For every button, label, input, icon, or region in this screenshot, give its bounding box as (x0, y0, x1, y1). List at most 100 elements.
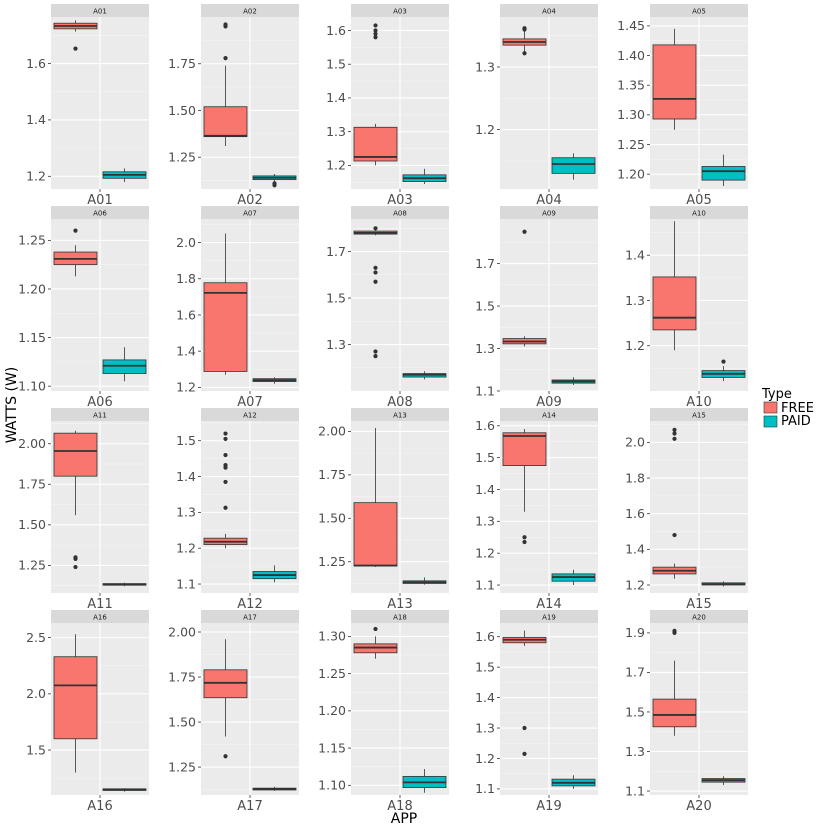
y-tick-label: 1.3 (625, 293, 645, 308)
y-tick-label: 1.75 (168, 669, 196, 684)
facet-strip-label-A16: A16 (93, 614, 107, 622)
box-free-A11 (53, 430, 98, 570)
facet-strip-A15 (650, 408, 748, 421)
panel-A16: A16 1.5 2.0 2.5 A16 (26, 610, 149, 814)
panel-A11: A11 1.25 1.50 1.75 2.00 A11 (18, 408, 149, 612)
box-paid-A08 (402, 371, 447, 380)
facet-strip-A08 (351, 206, 449, 219)
y-tick-label: 1.2 (625, 577, 645, 592)
y-tick-label: 1.5 (475, 450, 495, 465)
y-tick-label: 1.3 (475, 341, 495, 356)
outlier-point (672, 436, 677, 441)
outlier-point (373, 31, 378, 36)
y-tick-label: 1.30 (318, 629, 346, 644)
x-axis-title: APP (391, 811, 417, 827)
y-tick-label: 1.4 (176, 343, 196, 358)
x-tick-label-A08: A08 (387, 395, 412, 410)
y-tick-label: 2.00 (318, 424, 346, 439)
y-tick-label: 2.5 (26, 630, 46, 645)
legend-title: Type (761, 387, 792, 402)
y-tick-label: 1.1 (475, 781, 495, 796)
outlier-point (223, 479, 228, 485)
box-free-A19 (502, 630, 547, 757)
y-tick-label: 1.4 (26, 112, 46, 127)
panel-A19: A19 1.1 1.2 1.3 1.4 1.5 1.6 A19 (475, 610, 598, 814)
outlier-point (223, 22, 228, 27)
panel-A02: A02 1.25 1.50 1.75 A02 (168, 4, 299, 208)
box-paid-A18 (402, 768, 447, 793)
y-tick-label: 1.5 (625, 704, 645, 719)
x-tick-label-A02: A02 (237, 193, 262, 208)
outlier-point (373, 270, 378, 275)
y-tick-label: 1.40 (617, 48, 645, 63)
y-tick-label: 1.25 (318, 666, 346, 681)
y-tick-label: 1.20 (617, 166, 645, 181)
x-tick-label-A09: A09 (536, 395, 561, 410)
x-tick-label-A16: A16 (87, 799, 112, 814)
y-tick-label: 1.2 (176, 380, 196, 395)
y-tick-label: 1.5 (475, 298, 495, 313)
facet-strip-label-A17: A17 (243, 614, 257, 622)
y-tick-label: 1.10 (18, 378, 46, 393)
box-paid-A03 (402, 168, 447, 184)
outlier-point (522, 51, 527, 56)
outlier-point (672, 532, 677, 538)
box-free-A16 (53, 634, 98, 773)
box-free-A01 (53, 20, 98, 51)
y-tick-label: 1.1 (475, 383, 495, 398)
outlier-point (373, 626, 378, 632)
iqr-box (502, 432, 547, 466)
y-tick-label: 1.1 (625, 783, 645, 798)
box-paid-A01 (102, 168, 147, 182)
facet-strip-A19 (500, 610, 598, 623)
facet-strip-A16 (51, 610, 149, 623)
y-tick-label: 1.6 (625, 506, 645, 521)
box-free-A03 (353, 23, 398, 166)
outlier-point (223, 754, 228, 759)
iqr-box (203, 282, 248, 372)
outlier-point (223, 465, 228, 470)
facet-strip-label-A19: A19 (542, 614, 556, 622)
iqr-box (353, 502, 398, 567)
y-tick-label: 1.3 (475, 59, 495, 74)
facet-strip-A06 (51, 206, 149, 219)
x-tick-label-A20: A20 (686, 799, 711, 814)
y-tick-label: 1.25 (168, 759, 196, 774)
box-free-A15 (652, 427, 697, 579)
box-free-A02 (203, 22, 248, 146)
facet-strip-A07 (201, 206, 299, 219)
iqr-box (353, 126, 398, 162)
panel-A05: A05 1.20 1.25 1.30 1.35 1.40 1.45 A05 (617, 4, 748, 208)
outlier-point (522, 26, 527, 31)
box-paid-A16 (102, 788, 147, 792)
y-tick-label: 1.20 (318, 703, 346, 718)
facet-panels: A01 1.2 1.4 1.6 A01 A02 1.25 1.50 1.75 A02 A03 1.2 1… (18, 4, 748, 814)
y-tick-label: 1.7 (326, 244, 346, 259)
outlier-point (373, 23, 378, 28)
facet-strip-label-A03: A03 (393, 8, 407, 16)
facet-strip-A04 (500, 4, 598, 17)
y-tick-label: 1.15 (18, 330, 46, 345)
y-tick-label: 1.2 (26, 169, 46, 184)
y-tick-label: 1.20 (18, 281, 46, 296)
y-tick-label: 1.8 (625, 470, 645, 485)
outlier-point (373, 349, 378, 354)
y-tick-label: 1.5 (176, 433, 196, 448)
facet-strip-A13 (351, 408, 449, 421)
panel-A17: A17 1.25 1.50 1.75 2.00 A17 (168, 610, 299, 814)
y-tick-label: 1.75 (318, 467, 346, 482)
y-tick-label: 1.2 (475, 751, 495, 766)
iqr-box (652, 698, 697, 728)
outlier-point (223, 431, 228, 436)
iqr-box (203, 106, 248, 138)
legend-key-free (763, 401, 778, 414)
facet-strip-label-A09: A09 (542, 210, 556, 218)
facet-strip-label-A15: A15 (692, 412, 706, 420)
facet-strip-A20 (650, 610, 748, 623)
iqr-box (701, 166, 746, 181)
y-tick-label: 1.75 (168, 56, 196, 71)
y-tick-label: 1.3 (326, 337, 346, 352)
y-tick-label: 1.50 (18, 517, 46, 532)
panel-A12: A12 1.1 1.2 1.3 1.4 1.5 A12 (176, 408, 299, 612)
y-tick-label: 1.2 (475, 545, 495, 560)
